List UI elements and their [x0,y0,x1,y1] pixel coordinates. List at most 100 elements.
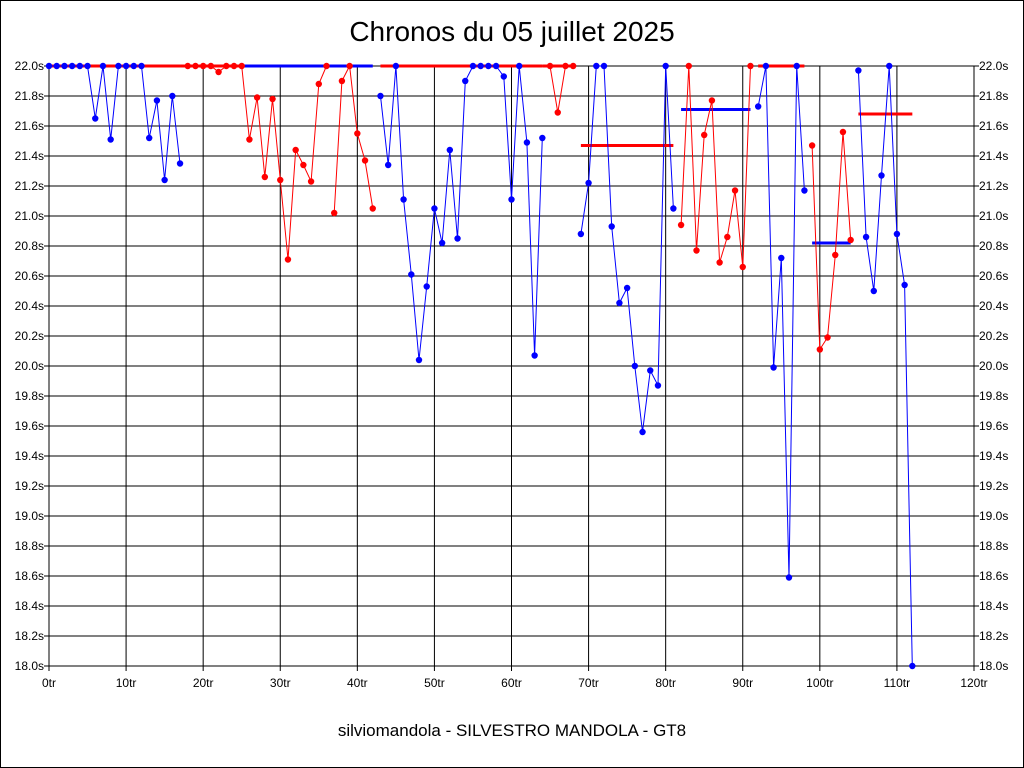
data-point [808,142,816,149]
data-point [346,62,353,70]
data-point [770,364,777,371]
data-point [701,131,708,139]
y-tick-label-left: 18.4s [15,599,44,613]
y-tick-label-left: 18.2s [15,629,44,643]
data-point [246,136,253,143]
data-point [539,134,546,142]
series-line [680,65,751,268]
data-point [169,92,176,100]
data-point [138,62,145,70]
y-tick-label-right: 19.8s [979,389,1008,403]
data-point [546,62,554,70]
data-point [832,251,839,259]
data-point [99,62,107,70]
x-tick-label: 20tr [193,676,214,690]
series-7 [677,62,754,271]
data-point [739,263,746,271]
y-tick-label-right: 18.2s [979,629,1008,643]
data-point [585,179,592,187]
data-point [477,62,484,70]
y-tick-label-right: 21.8s [979,89,1008,103]
y-tick-label-right: 19.2s [979,479,1008,493]
data-point [84,62,91,70]
data-point [793,62,800,70]
y-tick-label-left: 21.8s [15,89,44,103]
data-point [377,92,384,100]
data-point [92,115,99,122]
data-point [785,574,793,581]
data-point [76,62,84,70]
data-point [577,230,585,238]
y-tick-label-left: 20.8s [15,239,44,253]
series-8 [754,62,808,581]
y-tick-label-left: 19.0s [15,509,44,523]
data-point [677,221,685,229]
data-point [839,128,847,136]
data-point [508,196,515,203]
y-tick-label-right: 21.4s [979,149,1008,163]
data-point [724,233,731,241]
series-9 [808,128,854,353]
data-point [438,239,446,247]
data-point [307,178,315,185]
series-line [549,65,574,113]
y-tick-label-right: 21.0s [979,209,1008,223]
data-point [616,299,623,307]
data-point [562,62,569,70]
data-point [192,62,199,70]
y-tick-label-left: 21.2s [15,179,44,193]
data-point [862,233,870,241]
y-tick-label-left: 21.6s [15,119,44,133]
data-point [662,62,669,70]
data-point [654,382,662,389]
data-point [855,67,862,74]
y-tick-label-left: 22.0s [15,59,44,73]
data-point [354,130,361,137]
series-2 [184,62,330,263]
y-tick-label-left: 19.6s [15,419,44,433]
data-point [238,62,245,70]
data-point [184,62,191,70]
data-point [130,62,137,70]
data-point [261,173,269,181]
data-point [462,77,469,85]
data-point [277,176,284,184]
x-tick-label: 0tr [42,676,56,690]
chart-subtitle: silviomandola - SILVESTRO MANDOLA - GT8 [337,721,687,740]
series-5 [546,62,577,116]
data-point [323,62,330,70]
data-point [554,109,561,116]
data-point [901,281,908,289]
y-tick-label-left: 18.6s [15,569,44,583]
y-tick-label-left: 19.8s [15,389,44,403]
data-point [253,94,261,101]
data-point [292,146,299,154]
data-point [870,287,877,295]
data-point [107,136,114,143]
y-tick-label-left: 20.2s [15,329,44,343]
data-point [469,62,477,70]
data-point [693,247,700,254]
x-tick-label: 100tr [806,676,833,690]
data-point [801,187,808,194]
x-tick-label: 60tr [501,676,522,690]
data-point [523,139,531,146]
y-tick-label-left: 20.6s [15,269,44,283]
y-tick-label-right: 18.8s [979,539,1008,553]
data-point [61,62,68,70]
y-tick-label-left: 20.0s [15,359,44,373]
data-point [68,62,76,70]
data-point [608,223,615,230]
data-point [392,62,400,70]
data-point [431,205,438,212]
x-tick-label: 50tr [424,676,445,690]
data-point [485,62,492,70]
data-point [600,62,608,70]
data-point [300,161,307,169]
data-point [446,146,454,154]
series-line [380,65,543,361]
x-tick-label: 30tr [270,676,291,690]
series-6 [577,62,677,436]
chart-title: Chronos du 05 juillet 2025 [349,16,675,47]
data-point [492,62,500,70]
